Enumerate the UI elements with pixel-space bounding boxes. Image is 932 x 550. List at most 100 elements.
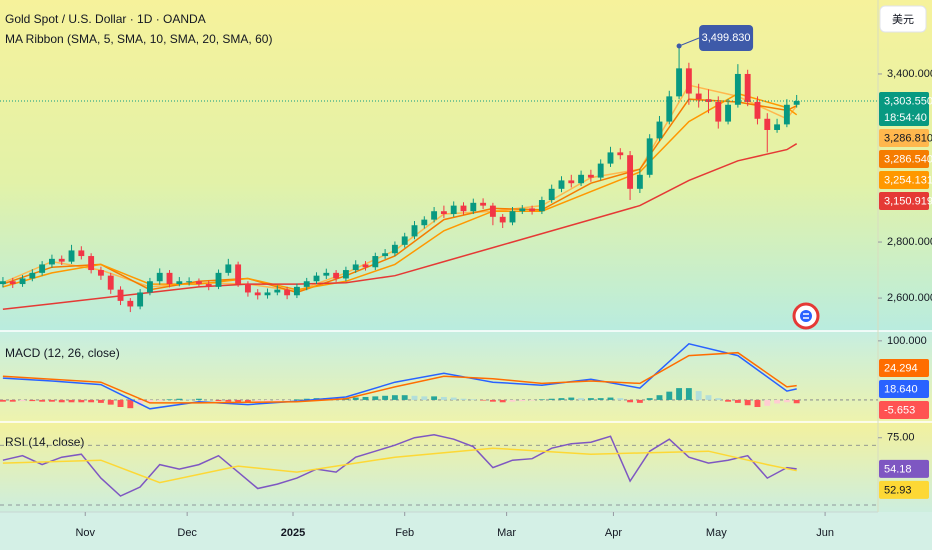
last-value-pill — [879, 480, 929, 499]
last-value-label: 3,150.919 — [884, 195, 932, 207]
indicator-line — [2, 92, 798, 291]
candle-body — [480, 202, 487, 206]
candle-body — [568, 180, 575, 184]
candle-body — [362, 264, 369, 268]
histogram-bar — [793, 399, 800, 404]
candle-body — [58, 258, 65, 262]
candle-body — [538, 200, 545, 212]
candle-body — [587, 174, 594, 178]
indicator-line — [2, 84, 798, 292]
callout-label: 3,499.830 — [702, 32, 751, 44]
currency-button-label[interactable]: 美元 — [892, 13, 914, 26]
histogram-bar — [519, 399, 526, 402]
indicator-line — [2, 98, 798, 294]
macd-title: MACD (12, 26, close) — [5, 346, 120, 360]
candle-body — [391, 244, 398, 254]
candle-body — [48, 258, 55, 265]
histogram-bar — [744, 399, 751, 406]
candle-body — [636, 174, 643, 189]
last-value-pill — [879, 459, 929, 478]
candle-body — [166, 272, 173, 285]
histogram-bar — [303, 398, 310, 400]
candle-body — [656, 121, 663, 139]
candle-body — [146, 281, 153, 293]
candle-body — [744, 73, 751, 102]
histogram-bar — [88, 399, 95, 403]
candle-body — [313, 275, 320, 282]
histogram-bar — [774, 399, 781, 404]
histogram-bar — [636, 399, 643, 403]
last-value-pill — [879, 170, 929, 189]
y-tick-label: 100.000 — [887, 335, 927, 347]
candle-body — [411, 225, 418, 237]
candle-body — [401, 236, 408, 245]
candle-body — [97, 270, 104, 276]
last-value-pill — [879, 401, 929, 419]
x-tick-label: Jun — [816, 527, 834, 539]
rsi-pane-bg — [0, 422, 932, 512]
main-pane-bg — [0, 0, 932, 331]
histogram-bar — [382, 395, 389, 400]
candle-body — [264, 292, 271, 296]
histogram-bar — [783, 399, 790, 403]
candle-body — [607, 152, 614, 164]
candle-body — [529, 208, 536, 212]
candle-body — [293, 286, 300, 296]
histogram-bar — [137, 399, 144, 406]
currency-button-bg[interactable] — [879, 5, 927, 33]
x-tick-label: Apr — [605, 527, 622, 539]
histogram-bar — [176, 398, 183, 400]
candle-body — [685, 68, 692, 94]
last-value-pill — [879, 149, 929, 168]
callout-box — [699, 24, 754, 51]
last-value-label: 3,303.550 — [884, 95, 932, 107]
candle-body — [470, 202, 477, 212]
callout-line — [678, 37, 700, 47]
candle-body — [754, 101, 761, 119]
y-tick-label: 2,800.000 — [887, 236, 932, 248]
last-value-label: -5.653 — [884, 404, 915, 416]
logo-mark — [803, 313, 809, 319]
histogram-bar — [9, 399, 16, 402]
candle-body — [195, 281, 202, 285]
candle-body — [9, 281, 16, 285]
x-tick-label: May — [706, 527, 727, 539]
candle-body — [578, 174, 585, 184]
histogram-bar — [244, 399, 251, 403]
candle-body — [176, 281, 183, 285]
histogram-bar — [538, 399, 545, 400]
histogram-bar — [480, 399, 487, 401]
histogram-bar — [29, 399, 36, 402]
histogram-bar — [293, 399, 300, 400]
y-tick-label: 2,600.000 — [887, 292, 932, 304]
candle-body — [342, 270, 349, 279]
histogram-bar — [254, 399, 261, 403]
last-value-label: 3,286.540 — [884, 153, 932, 165]
x-tick-label: Mar — [497, 527, 516, 539]
date-axis-bg — [0, 512, 932, 550]
histogram-bar — [695, 391, 702, 400]
last-value-label: 24.294 — [884, 362, 918, 374]
candle-body — [323, 272, 330, 276]
last-value-pill — [879, 91, 929, 126]
histogram-bar — [754, 399, 761, 408]
histogram-bar — [78, 399, 85, 403]
histogram-bar — [764, 399, 771, 406]
y-tick-label: 75.00 — [887, 432, 915, 444]
logo — [792, 302, 820, 330]
candle-body — [695, 93, 702, 100]
last-value-label: 54.18 — [884, 463, 912, 475]
histogram-bar — [274, 399, 281, 402]
histogram-bar — [460, 398, 467, 400]
histogram-bar — [362, 396, 369, 400]
candle-body — [499, 216, 506, 223]
candle-body — [254, 292, 261, 296]
histogram-bar — [146, 399, 153, 404]
histogram-bar — [734, 399, 741, 403]
currency-button[interactable]: 美元 — [879, 5, 927, 33]
histogram-bar — [617, 398, 624, 400]
last-value-pill — [879, 128, 929, 147]
countdown-label: 18:54:40 — [884, 112, 927, 124]
histogram-bar — [529, 399, 536, 401]
histogram-bar — [166, 399, 173, 400]
